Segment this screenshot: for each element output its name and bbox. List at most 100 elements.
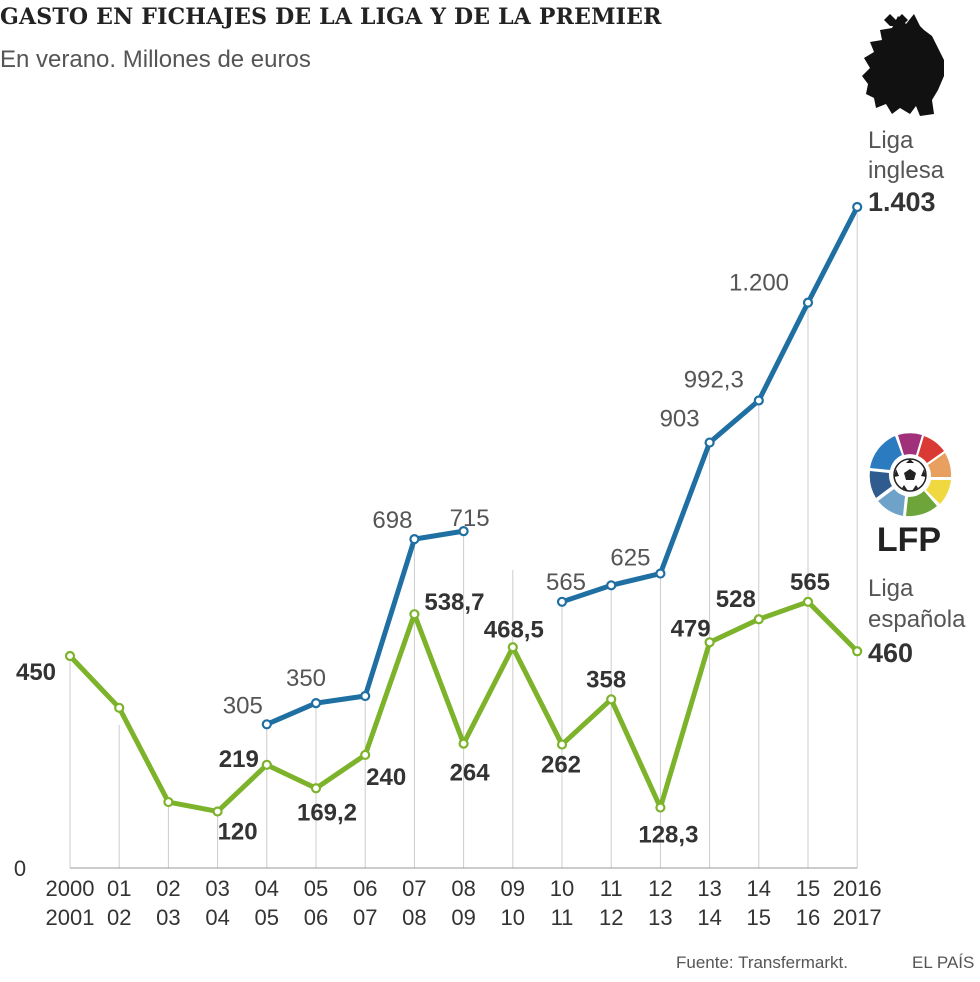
data-point: [753, 614, 764, 625]
x-tick-label: 02: [156, 876, 180, 901]
x-tick-label: 04: [255, 876, 279, 901]
x-tick-label: 08: [451, 876, 475, 901]
x-tick-label: 05: [255, 905, 279, 930]
liga-data-label: 468,5: [484, 616, 544, 643]
data-point: [606, 580, 617, 591]
premier-data-label: 715: [450, 505, 490, 532]
premier-data-label: 350: [286, 665, 326, 692]
liga-data-label: 538,7: [424, 589, 484, 616]
x-tick-label: 12: [648, 876, 672, 901]
data-point: [655, 568, 666, 579]
x-tick-label: 01: [107, 876, 131, 901]
x-tick-label: 2016: [833, 876, 882, 901]
data-point: [310, 698, 322, 709]
data-labels: 305 350 698 715 565 625 903 992,3 1.200 450 120 219…: [16, 127, 966, 849]
data-point: [704, 437, 715, 448]
data-point: [606, 694, 617, 705]
x-tick-label: 06: [353, 876, 377, 901]
liga-data-label: 219: [219, 746, 259, 773]
axis-labels: 2000 2001 01 02 02 03 03 04 04 05 05 06 06 07 07 08 08 09…: [14, 856, 882, 930]
liga-series-name: española: [868, 606, 966, 633]
x-tick-label: 07: [353, 905, 377, 930]
x-tick-label: 2001: [46, 905, 95, 930]
x-tick-label: 15: [747, 905, 771, 930]
gridlines: [69, 207, 858, 869]
data-point: [704, 637, 715, 648]
liga-data-label: 264: [450, 760, 491, 787]
lfp-logo-text: LFP: [877, 521, 941, 559]
data-point: [802, 297, 814, 308]
chart-subtitle: En verano. Millones de euros: [0, 46, 311, 73]
x-tick-label: 2000: [46, 876, 95, 901]
liga-series-name: Liga: [868, 575, 914, 602]
data-point: [802, 596, 814, 607]
liga-data-label: 479: [671, 615, 711, 642]
data-point: [360, 690, 371, 702]
data-point: [409, 534, 420, 545]
liga-data-label: 450: [16, 659, 56, 686]
data-point: [360, 749, 371, 761]
data-point: [163, 796, 174, 808]
data-point: [852, 646, 863, 657]
premier-data-label: 903: [660, 406, 700, 433]
data-point: [556, 596, 568, 607]
premier-data-label: 625: [610, 545, 650, 572]
data-point: [212, 806, 223, 817]
liga-data-label: 358: [586, 666, 626, 693]
liga-data-label: 169,2: [297, 799, 357, 826]
y-tick-label: 0: [14, 856, 26, 881]
publisher-brand: EL PAÍS: [912, 953, 975, 972]
data-point: [852, 201, 863, 213]
data-point: [458, 738, 469, 749]
data-point: [507, 642, 518, 653]
x-tick-label: 08: [402, 905, 426, 930]
data-point: [261, 719, 272, 730]
liga-data-label: 262: [541, 752, 581, 779]
liga-data-label: 565: [790, 569, 830, 596]
x-tick-label: 09: [451, 905, 475, 930]
liga-data-label: 128,3: [638, 822, 698, 849]
liga-data-label: 528: [716, 586, 756, 613]
premier-data-label: 992,3: [684, 366, 744, 393]
x-tick-label: 10: [501, 905, 525, 930]
x-tick-label: 13: [697, 876, 721, 901]
liga-end-label: 460: [868, 638, 913, 668]
data-point: [114, 702, 125, 713]
premier-data-label: 565: [546, 569, 586, 596]
x-tick-label: 14: [747, 876, 771, 901]
x-tick-label: 11: [551, 905, 574, 930]
x-tick-label: 14: [697, 905, 721, 930]
lfp-ball-icon: [869, 433, 952, 517]
x-tick-label: 11: [600, 876, 623, 901]
x-tick-label: 2017: [833, 905, 882, 930]
data-point: [261, 759, 272, 770]
x-tick-label: 13: [648, 905, 672, 930]
x-tick-label: 04: [205, 905, 229, 930]
data-point: [458, 526, 469, 537]
x-tick-label: 15: [796, 876, 820, 901]
liga-data-label: 240: [366, 764, 406, 791]
x-tick-label: 03: [156, 905, 180, 930]
premier-series-name: Liga: [868, 127, 914, 154]
premier-end-label: 1.403: [868, 187, 936, 217]
premier-data-label: 305: [223, 692, 263, 719]
series-points: [64, 201, 863, 817]
x-tick-label: 09: [501, 876, 525, 901]
x-tick-label: 05: [304, 876, 328, 901]
x-tick-label: 06: [304, 905, 328, 930]
chart-title: GASTO EN FICHAJES DE LA LIGA Y DE LA PRE…: [0, 4, 662, 30]
data-point: [655, 802, 666, 813]
liga-data-label: 120: [218, 818, 258, 845]
x-tick-label: 10: [550, 876, 574, 901]
x-tick-label: 12: [599, 905, 623, 930]
x-tick-label: 03: [205, 876, 229, 901]
premier-league-lion-icon: [862, 14, 944, 116]
premier-data-label: 1.200: [729, 270, 789, 297]
x-tick-label: 02: [107, 905, 131, 930]
data-point: [409, 609, 420, 620]
data-point: [64, 650, 76, 662]
data-point: [753, 395, 764, 406]
x-tick-label: 16: [796, 905, 820, 930]
data-point: [556, 739, 568, 750]
